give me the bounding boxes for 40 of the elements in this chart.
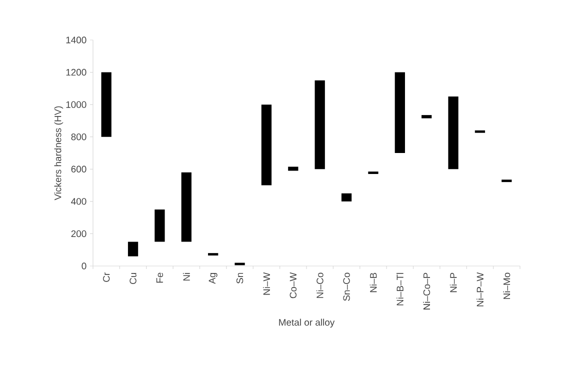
x-tick-label: Ni–B–Tl — [396, 272, 404, 306]
x-tick-label: Cr — [102, 272, 110, 282]
x-tick-label: Ni–Mo — [503, 272, 510, 299]
y-tick-label: 800 — [71, 134, 86, 140]
y-tick-label: 600 — [71, 166, 86, 172]
x-tick-label: Ni–B — [370, 272, 377, 292]
bar — [422, 115, 432, 118]
bar — [288, 166, 298, 171]
y-tick-label: 0 — [82, 262, 86, 270]
bar — [448, 96, 458, 170]
bar — [261, 104, 272, 186]
x-tick-label: Fe — [156, 272, 164, 283]
x-tick-label: Ni–P — [450, 272, 457, 292]
y-tick-label: 200 — [71, 230, 86, 238]
x-tick-label: Ni–Co–P — [423, 272, 430, 310]
x-tick-label: Ni–W — [263, 272, 270, 295]
y-tick-label: 1200 — [66, 68, 86, 76]
x-tick-label: Sn — [236, 272, 244, 284]
y-tick-label: 1400 — [66, 36, 86, 44]
bar — [474, 130, 486, 133]
bar — [208, 253, 218, 256]
bar — [341, 193, 352, 202]
bar — [101, 72, 112, 137]
x-tick-label: Ni–P–W — [476, 272, 484, 306]
bar — [128, 242, 138, 256]
y-tick-label: 400 — [71, 198, 86, 205]
x-tick-label: Co–W — [290, 272, 297, 298]
x-tick-label: Sn–Co — [343, 272, 350, 301]
x-tick-label: Cu — [130, 272, 136, 284]
bar — [502, 180, 512, 182]
y-axis-title: Vickers hardness (HV) — [54, 106, 64, 200]
y-tick-label: 1000 — [66, 101, 86, 108]
bar — [394, 72, 405, 153]
x-tick-label: Ag — [208, 272, 218, 284]
x-tick-label: Ni–Co — [316, 272, 324, 298]
bar — [314, 80, 325, 170]
x-tick-label: Ni — [182, 272, 190, 281]
bar — [154, 210, 165, 242]
bar — [181, 172, 192, 242]
x-axis-title: Metal or alloy — [279, 318, 335, 328]
